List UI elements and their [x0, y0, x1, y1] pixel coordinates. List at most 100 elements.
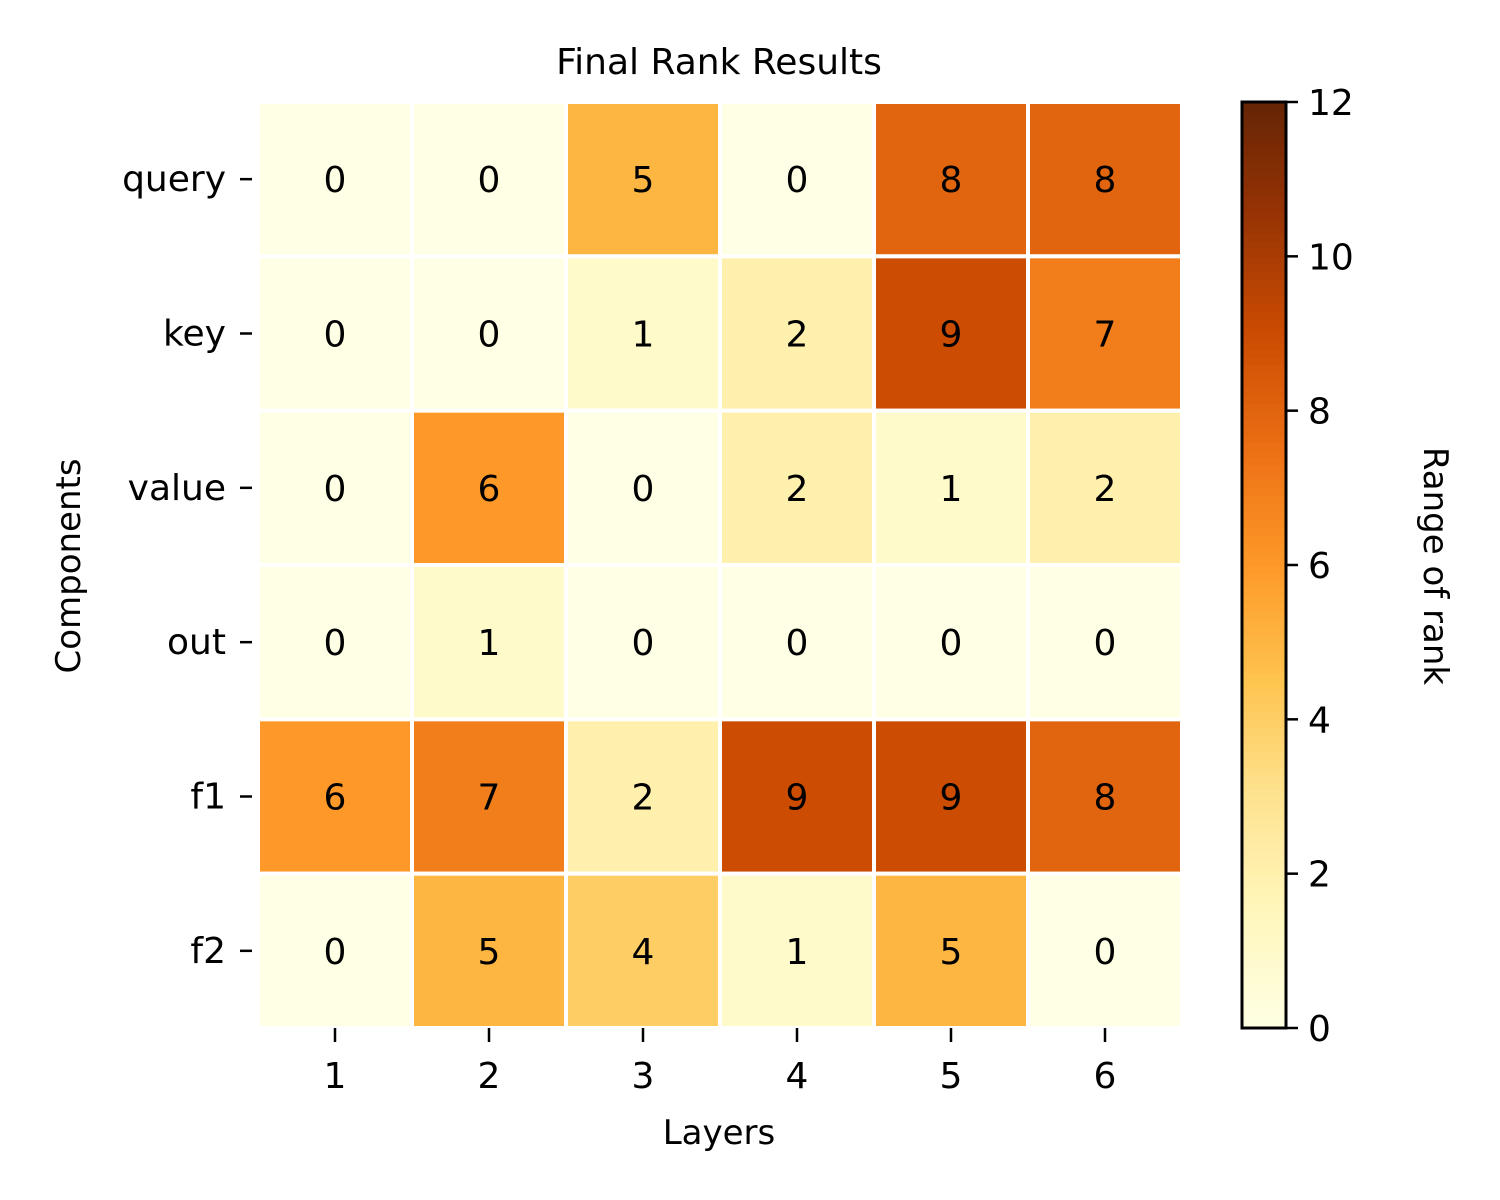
colorbar-segment — [1242, 572, 1286, 582]
cell-value-label: 0 — [1094, 932, 1117, 973]
colorbar-segment — [1242, 657, 1286, 667]
y-tick-label: f2 — [190, 931, 226, 972]
colorbar-segment — [1242, 379, 1286, 389]
colorbar-segment — [1242, 742, 1286, 752]
cell-value-label: 0 — [324, 315, 347, 356]
colorbar-segment — [1242, 781, 1286, 790]
colorbar-segment — [1242, 973, 1286, 983]
x-tick-label: 3 — [632, 1056, 655, 1097]
cell-value-label: 7 — [1094, 315, 1117, 356]
colorbar-segment — [1242, 233, 1286, 242]
x-axis-label: Layers — [663, 1113, 776, 1153]
colorbar-segment — [1242, 534, 1286, 543]
colorbar-segment — [1242, 325, 1286, 335]
cell-value-label: 0 — [632, 623, 655, 664]
x-tick-label: 2 — [478, 1056, 501, 1097]
colorbar-segment — [1242, 464, 1286, 474]
colorbar-segment — [1242, 950, 1286, 960]
colorbar-segment — [1242, 865, 1286, 875]
cell-value-label: 0 — [1094, 623, 1117, 664]
colorbar-segment — [1242, 372, 1286, 381]
colorbar-segment — [1242, 626, 1286, 636]
cell-value-label: 2 — [786, 315, 809, 356]
colorbar-segment — [1242, 194, 1286, 204]
colorbar-segment — [1242, 588, 1286, 597]
colorbar-segment — [1242, 117, 1286, 127]
colorbar-segment — [1242, 958, 1286, 968]
y-tick-label: out — [167, 622, 226, 663]
heatmap-cell — [410, 254, 568, 413]
colorbar-segment — [1242, 256, 1286, 266]
colorbar-segment — [1242, 318, 1286, 327]
colorbar-tick-label: 8 — [1308, 392, 1331, 433]
x-tick-label: 6 — [1094, 1056, 1117, 1097]
cell-value-label: 9 — [786, 778, 809, 819]
colorbar-segment — [1242, 881, 1286, 891]
colorbar-segment — [1242, 541, 1286, 551]
colorbar-segment — [1242, 125, 1286, 134]
colorbar-segment — [1242, 580, 1286, 590]
cell-value-label: 5 — [478, 932, 501, 973]
colorbar-segment — [1242, 811, 1286, 821]
cell-value-label: 6 — [478, 469, 501, 510]
colorbar-segment — [1242, 495, 1286, 505]
cell-value-label: 1 — [786, 932, 809, 973]
colorbar-segment — [1242, 402, 1286, 412]
colorbar-segment — [1242, 472, 1286, 482]
x-tick-label: 4 — [786, 1056, 809, 1097]
colorbar-segment — [1242, 719, 1286, 729]
cell-value-label: 1 — [478, 623, 501, 664]
cell-value-label: 9 — [940, 778, 963, 819]
x-tick-label: 1 — [324, 1056, 347, 1097]
colorbar-segment — [1242, 310, 1286, 320]
colorbar-segment — [1242, 757, 1286, 767]
colorbar-segment — [1242, 642, 1286, 651]
cell-value-label: 0 — [632, 469, 655, 510]
heatmap-cell — [872, 563, 1030, 722]
heatmap-cell — [1026, 871, 1184, 1031]
cell-value-label: 6 — [324, 778, 347, 819]
colorbar-segment — [1242, 989, 1286, 999]
colorbar-segment — [1242, 456, 1286, 466]
colorbar-segment — [1242, 696, 1286, 705]
colorbar-segment — [1242, 796, 1286, 806]
colorbar-segment — [1242, 619, 1286, 628]
colorbar-segment — [1242, 919, 1286, 929]
chart-title: Final Rank Results — [556, 42, 882, 83]
colorbar-segment — [1242, 395, 1286, 404]
colorbar-segment — [1242, 348, 1286, 358]
heatmap-cell — [564, 717, 722, 876]
colorbar-segment — [1242, 1012, 1286, 1022]
colorbar-segment — [1242, 364, 1286, 374]
colorbar-segment — [1242, 449, 1286, 458]
cell-value-label: 0 — [478, 315, 501, 356]
colorbar-segment — [1242, 210, 1286, 219]
colorbar-segment — [1242, 518, 1286, 528]
colorbar-segment — [1242, 225, 1286, 235]
colorbar-segment — [1242, 279, 1286, 289]
colorbar: 0 2 4 6 8 10 12 — [1240, 83, 1354, 1050]
heatmap-cell — [410, 408, 568, 567]
heatmap-cell — [256, 100, 414, 259]
colorbar-segment — [1242, 132, 1286, 142]
colorbar-segment — [1242, 943, 1286, 952]
colorbar-segment — [1242, 565, 1286, 574]
colorbar-segment — [1242, 487, 1286, 497]
colorbar-tick-label: 0 — [1308, 1009, 1331, 1050]
colorbar-segment — [1242, 387, 1286, 397]
cell-value-label: 8 — [1094, 778, 1117, 819]
x-axis-ticks: 1 2 3 4 5 6 — [324, 1028, 1117, 1097]
y-axis-ticks: query key value out f1 f2 — [122, 159, 252, 972]
cell-value-label: 0 — [940, 623, 963, 664]
colorbar-segment — [1242, 271, 1286, 281]
heatmap-cell — [872, 408, 1030, 567]
colorbar-segment — [1242, 765, 1286, 775]
colorbar-segment — [1242, 156, 1286, 165]
colorbar-segment — [1242, 997, 1286, 1006]
y-tick-label: query — [122, 159, 226, 200]
heatmap-cell — [718, 408, 876, 567]
cell-value-label: 0 — [786, 623, 809, 664]
colorbar-segment — [1242, 595, 1286, 605]
heatmap-cell — [410, 563, 568, 722]
